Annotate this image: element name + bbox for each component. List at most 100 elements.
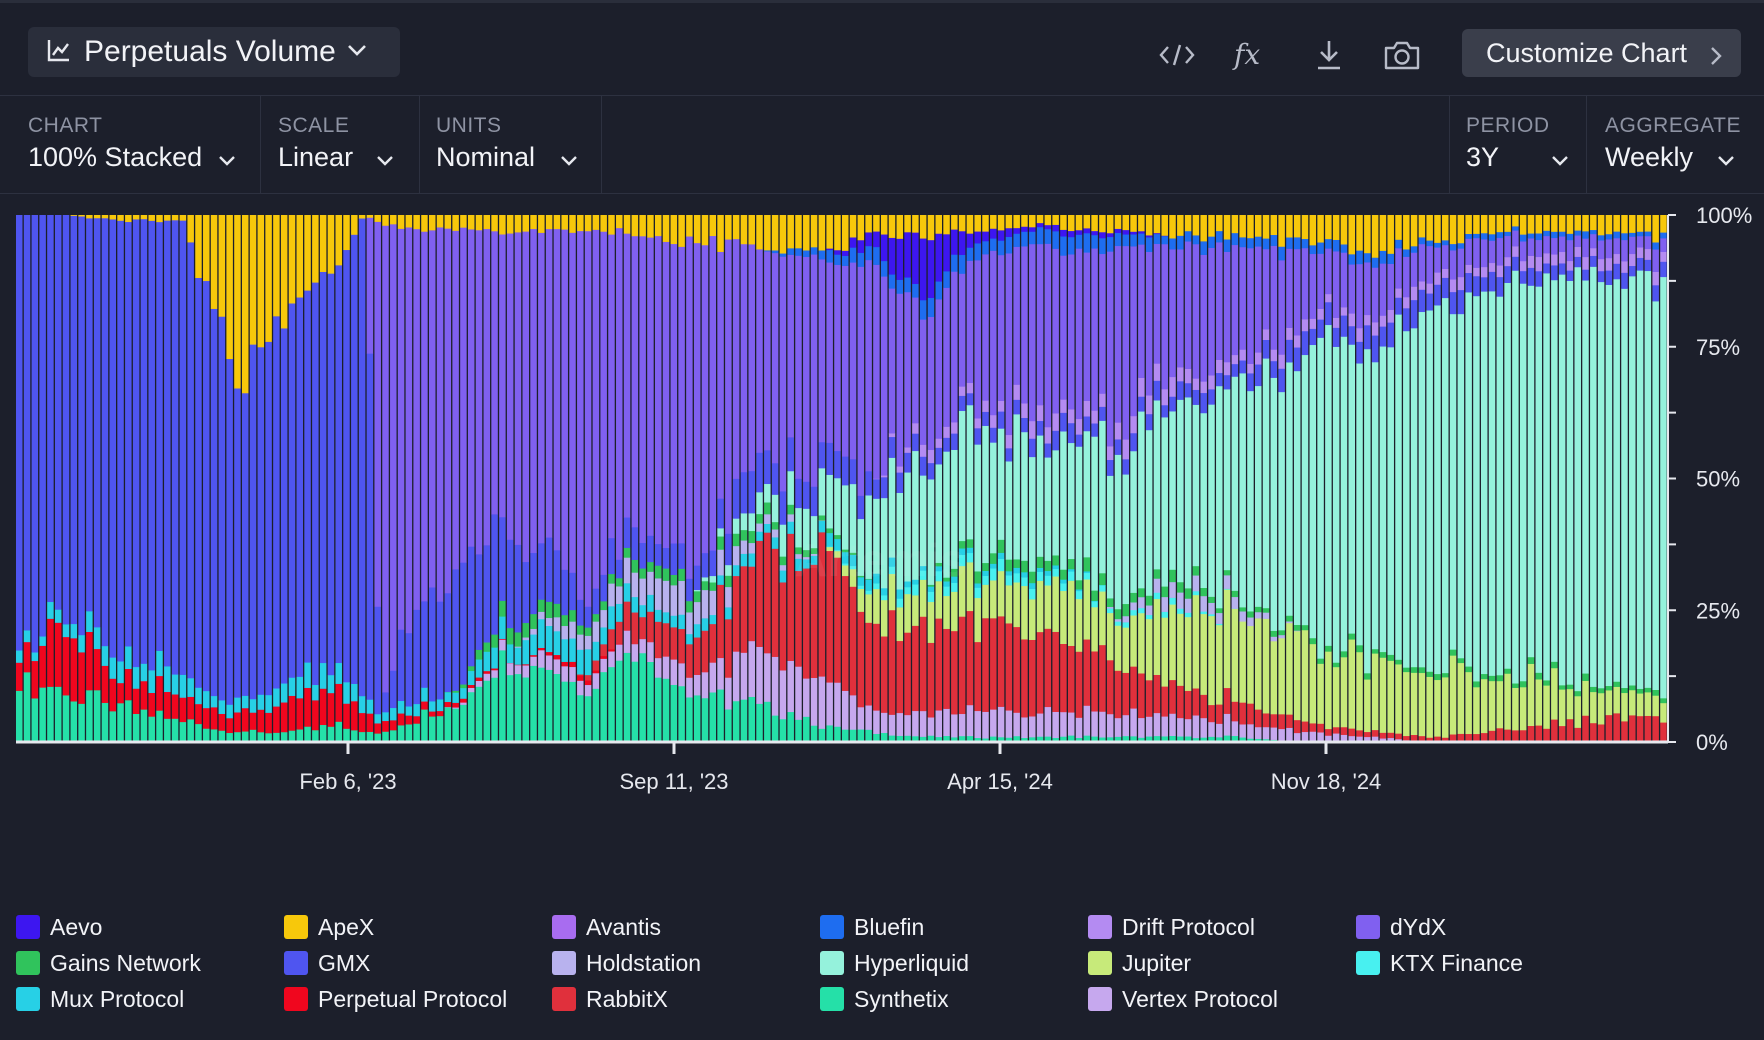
bar-segment	[990, 238, 997, 251]
bar-segment	[1130, 736, 1137, 743]
bar-segment	[803, 256, 810, 482]
bar-segment	[1231, 232, 1239, 246]
legend-item[interactable]: Drift Protocol	[1088, 912, 1255, 942]
bar-segment	[351, 730, 358, 743]
bar-segment	[756, 452, 763, 493]
bar-segment	[164, 718, 171, 743]
bar-segment	[288, 303, 296, 678]
bar-segment	[319, 724, 327, 743]
bar-segment	[623, 233, 631, 518]
bar-segment	[1145, 618, 1153, 681]
bar-segment	[1060, 579, 1067, 584]
legend-item[interactable]: KTX Finance	[1356, 948, 1523, 978]
legend-item[interactable]: RabbitX	[552, 984, 668, 1014]
bar-segment	[436, 710, 444, 717]
bar-segment	[912, 736, 919, 743]
bar-segment	[1410, 252, 1418, 287]
bar-segment	[1044, 706, 1052, 737]
legend-item[interactable]: Avantis	[552, 912, 661, 942]
chart-type-select[interactable]: CHART 100% Stacked	[0, 96, 260, 193]
legend-item[interactable]: Hyperliquid	[820, 948, 969, 978]
bar-segment	[1301, 354, 1309, 626]
bar-segment	[834, 557, 841, 683]
legend-label: Holdstation	[586, 949, 702, 976]
bar-segment	[101, 665, 109, 703]
bar-segment	[514, 215, 522, 233]
bar-segment	[1270, 641, 1278, 715]
bar-segment	[1114, 454, 1122, 610]
bar-segment	[927, 449, 935, 464]
legend-item[interactable]: Perpetual Protocol	[284, 984, 507, 1014]
bar-stack	[1426, 215, 1433, 743]
legend-swatch	[284, 951, 308, 975]
bar-stack	[280, 215, 288, 743]
bar-segment	[857, 577, 865, 586]
bar-segment	[429, 587, 436, 702]
units-select[interactable]: UNITS Nominal	[408, 96, 600, 193]
bar-segment	[966, 562, 974, 612]
legend-item[interactable]: Gains Network	[16, 948, 201, 978]
bar-segment	[1247, 215, 1254, 239]
bar-segment	[732, 651, 740, 702]
bar-stack	[1519, 215, 1527, 743]
bar-segment	[1208, 721, 1215, 737]
bar-segment	[1216, 359, 1223, 374]
bar-segment	[506, 233, 514, 540]
legend-swatch	[1088, 987, 1112, 1011]
bar-segment	[1153, 674, 1161, 714]
bar-segment	[1535, 286, 1543, 673]
legend-item[interactable]: Bluefin	[820, 912, 924, 942]
bar-segment	[1426, 293, 1433, 311]
legend-item[interactable]: GMX	[284, 948, 370, 978]
bar-segment	[1044, 736, 1052, 743]
bar-stack	[1636, 215, 1644, 743]
bar-segment	[538, 215, 545, 233]
bar-segment	[1138, 596, 1145, 609]
bar-segment	[623, 583, 631, 602]
period-select[interactable]: PERIOD 3Y	[1450, 96, 1586, 193]
bar-segment	[577, 649, 584, 675]
metric-selector[interactable]: Perpetuals Volume	[28, 27, 400, 77]
bar-stack	[1216, 215, 1223, 743]
bar-stack	[164, 215, 171, 743]
camera-icon[interactable]	[1380, 33, 1424, 77]
bar-segment	[997, 254, 1005, 401]
legend-item[interactable]: Synthetix	[820, 984, 949, 1014]
bar-stack	[997, 215, 1005, 743]
download-icon[interactable]	[1307, 33, 1351, 77]
bar-segment	[1106, 713, 1114, 738]
bar-segment	[1636, 693, 1644, 717]
legend-item[interactable]: Mux Protocol	[16, 984, 184, 1014]
legend-item[interactable]: dYdX	[1356, 912, 1446, 942]
bar-stack	[506, 215, 514, 743]
scale-select[interactable]: SCALE Linear	[250, 96, 420, 193]
bar-segment	[1301, 215, 1309, 240]
aggregate-select[interactable]: AGGREGATE Weekly	[1587, 96, 1764, 193]
formula-icon[interactable]: fx	[1228, 33, 1272, 77]
y-tick-label: 50%	[1696, 467, 1740, 492]
bar-segment	[421, 709, 428, 743]
bar-segment	[1021, 431, 1028, 561]
bar-segment	[873, 264, 880, 479]
bar-segment	[1535, 725, 1543, 743]
bar-segment	[951, 737, 958, 743]
legend-item[interactable]: Aevo	[16, 912, 102, 942]
legend-item[interactable]: ApeX	[284, 912, 374, 942]
code-icon[interactable]	[1155, 33, 1199, 77]
bar-segment	[748, 542, 755, 554]
legend-item[interactable]: Vertex Protocol	[1088, 984, 1278, 1014]
bar-segment	[514, 646, 522, 648]
legend-item[interactable]: Jupiter	[1088, 948, 1191, 978]
chevron-right-icon	[1709, 43, 1723, 74]
bar-segment	[974, 571, 981, 584]
bar-stack	[132, 215, 140, 743]
legend-item[interactable]: Holdstation	[552, 948, 701, 978]
bar-segment	[888, 735, 896, 743]
bar-segment	[857, 706, 865, 730]
bar-segment	[1021, 717, 1028, 739]
bar-segment	[1013, 626, 1020, 713]
bar-segment	[1099, 231, 1106, 239]
bar-segment	[1395, 239, 1402, 249]
bar-segment	[280, 731, 288, 743]
customize-chart-button[interactable]: Customize Chart	[1462, 29, 1741, 77]
